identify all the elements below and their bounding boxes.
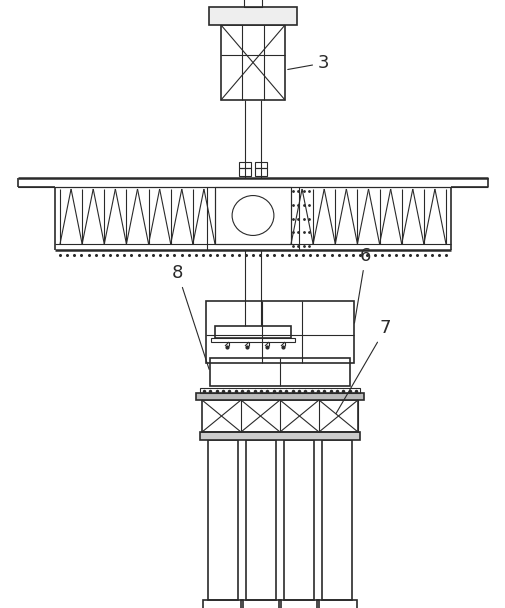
Bar: [283, 440, 314, 600]
Text: 3: 3: [287, 54, 329, 72]
Text: 9: 9: [0, 607, 1, 608]
Bar: [316, 600, 357, 608]
Bar: [203, 600, 242, 608]
Bar: [199, 388, 359, 393]
Bar: [211, 338, 294, 342]
Bar: [255, 168, 267, 176]
Bar: [208, 440, 237, 600]
Bar: [221, 25, 284, 100]
Bar: [215, 326, 290, 338]
Bar: [238, 168, 250, 176]
Text: 6: 6: [354, 247, 371, 323]
Bar: [210, 358, 349, 386]
Text: 7: 7: [335, 319, 391, 413]
Bar: [199, 432, 359, 440]
Bar: [195, 393, 363, 400]
Bar: [240, 600, 280, 608]
Bar: [321, 440, 351, 600]
Bar: [243, 0, 262, 7]
Bar: [201, 400, 358, 432]
Bar: [238, 162, 250, 168]
Text: 8: 8: [172, 264, 209, 369]
Bar: [245, 440, 275, 600]
Bar: [206, 301, 354, 363]
Bar: [255, 162, 267, 168]
Bar: [209, 7, 296, 25]
Bar: [278, 600, 318, 608]
Bar: [215, 187, 290, 244]
